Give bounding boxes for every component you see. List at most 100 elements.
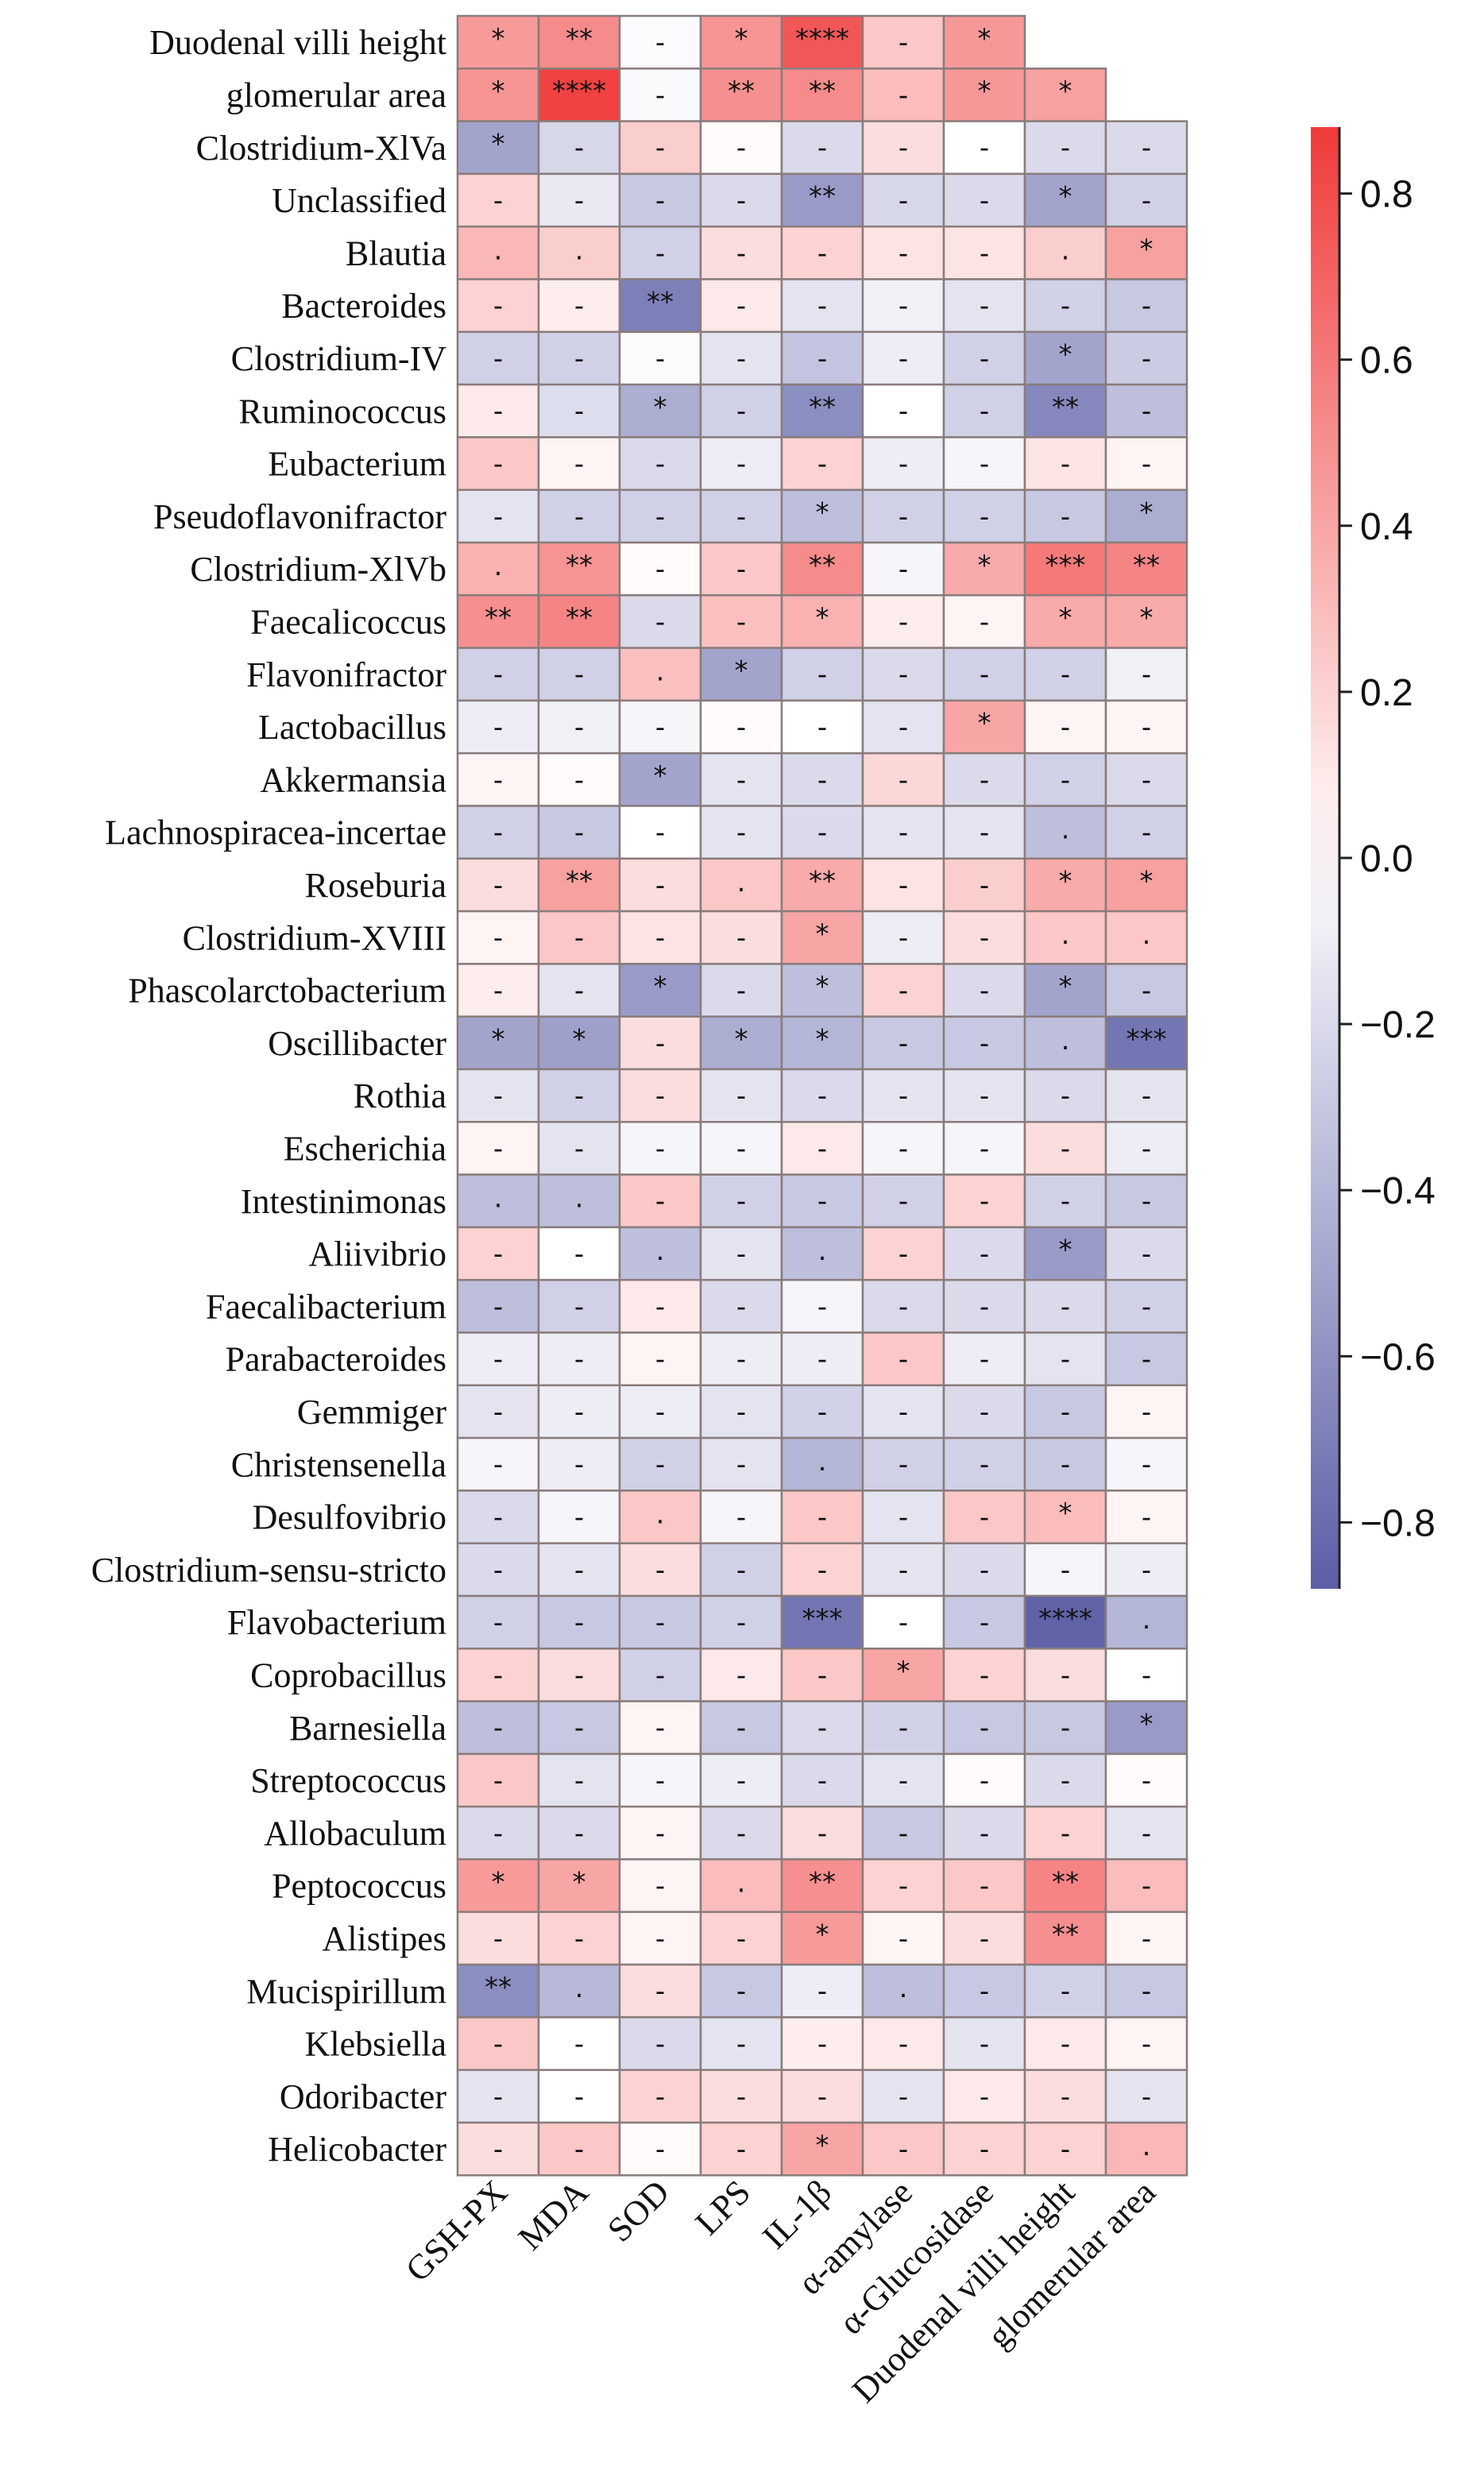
- row-label-glomerular-area: glomerular area: [226, 75, 446, 114]
- sig-mark-phascolarctobacterium-il-1: *: [816, 971, 829, 1003]
- heatmap-cell-lactobacillus-amylase: [861, 699, 945, 755]
- sig-mark-alistipes-mda: -: [574, 1923, 584, 1955]
- sig-mark-gemmiger-sod: -: [655, 1397, 665, 1428]
- heatmap-cell-helicobacter-il-1: [780, 2121, 864, 2177]
- colorbar-tick-label: 0.6: [1360, 340, 1413, 382]
- heatmap-cell-eubacterium-il-1: [780, 436, 864, 491]
- sig-mark-allobaculum-duodenal-villi-height: -: [1061, 1818, 1070, 1849]
- sig-mark-coprobacillus-lps: -: [736, 1660, 746, 1691]
- sig-mark-clostridium-xlva-il-1: -: [817, 133, 827, 164]
- sig-mark-gemmiger-gsh-px: -: [493, 1397, 503, 1428]
- heatmap-cell-flavobacterium-duodenal-villi-height: [1023, 1594, 1107, 1650]
- heatmap-cell-peptococcus-amylase: [861, 1858, 945, 1914]
- sig-mark-clostridium-xviii-glomerular-area: .: [1142, 919, 1151, 951]
- sig-mark-barnesiella-gsh-px: -: [493, 1713, 503, 1745]
- heatmap-cell-helicobacter-glucosidase: [942, 2121, 1026, 2177]
- sig-mark-clostridium-xlva-glomerular-area: -: [1142, 133, 1151, 164]
- sig-mark-barnesiella-mda: -: [574, 1713, 584, 1745]
- heatmap-cell-pseudoflavonifractor-gsh-px: [456, 489, 540, 544]
- sig-mark-odoribacter-glomerular-area: -: [1142, 2081, 1151, 2113]
- sig-mark-duodenal-villi-height-glucosidase: *: [978, 23, 991, 55]
- heatmap-cell-alistipes-mda: [537, 1911, 621, 1966]
- heatmap-cell-faecalicoccus-gsh-px: [456, 594, 540, 649]
- sig-mark-christensenella-gsh-px: -: [493, 1449, 503, 1481]
- sig-mark-clostridium-iv-amylase: -: [899, 343, 908, 375]
- heatmap-cell-faecalibacterium-duodenal-villi-height: [1023, 1278, 1107, 1334]
- heatmap-cell-ruminococcus-lps: [699, 383, 783, 439]
- heatmap-cell-pseudoflavonifractor-lps: [699, 489, 783, 544]
- heatmap-cell-gemmiger-il-1: [780, 1384, 864, 1439]
- sig-mark-glomerular-area-duodenal-villi-height: *: [1059, 75, 1072, 107]
- heatmap-cell-mucispirillum-amylase: [861, 1963, 945, 2019]
- sig-mark-helicobacter-lps: -: [736, 2134, 746, 2166]
- row-label-clostridium-xlva: Clostridium-XlVa: [196, 129, 446, 168]
- row-label-phascolarctobacterium: Phascolarctobacterium: [128, 972, 446, 1010]
- sig-mark-clostridium-sensu-stricto-duodenal-villi-height: -: [1061, 1555, 1070, 1586]
- sig-mark-unclassified-glucosidase: -: [980, 185, 989, 217]
- sig-mark-mucispirillum-il-1: -: [817, 1976, 827, 2007]
- sig-mark-clostridium-xlvb-glucosidase: *: [978, 550, 991, 582]
- heatmap-cell-gemmiger-lps: [699, 1384, 783, 1439]
- colorbar: 0.8 0.6 0.4 0.2 0.0 −0.2 −0.4 −0.6 −0.8: [1311, 127, 1436, 1589]
- sig-mark-christensenella-mda: -: [574, 1449, 584, 1481]
- heatmap-cell-clostridium-xlva-glucosidase: [942, 120, 1026, 176]
- heatmap-cell-lactobacillus-mda: [537, 699, 621, 755]
- heatmap-cell-bacteroides-il-1: [780, 278, 864, 334]
- sig-mark-faecalibacterium-sod: -: [655, 1291, 665, 1323]
- sig-mark-gemmiger-glucosidase: -: [980, 1397, 989, 1428]
- heatmap-cell-phascolarctobacterium-gsh-px: [456, 963, 540, 1018]
- heatmap-cell-allobaculum-il-1: [780, 1805, 864, 1860]
- sig-mark-clostridium-iv-glucosidase: -: [980, 343, 989, 375]
- sig-mark-phascolarctobacterium-amylase: -: [899, 975, 908, 1007]
- sig-mark-peptococcus-glucosidase: -: [980, 1871, 989, 1903]
- heatmap-cell-intestinimonas-mda: [537, 1173, 621, 1229]
- heatmap-cell-lactobacillus-duodenal-villi-height: [1023, 699, 1107, 755]
- heatmap-cell-clostridium-xlva-glomerular-area: [1104, 120, 1188, 176]
- heatmap-cell-peptococcus-sod: [618, 1858, 702, 1914]
- heatmap-cell-faecalicoccus-glucosidase: [942, 594, 1026, 649]
- sig-mark-parabacteroides-gsh-px: -: [493, 1344, 503, 1376]
- heatmap-cell-clostridium-sensu-stricto-il-1: [780, 1542, 864, 1598]
- sig-mark-clostridium-xviii-lps: -: [736, 922, 746, 954]
- heatmap-cell-aliivibrio-glucosidase: [942, 1226, 1026, 1281]
- heatmap-cell-helicobacter-glomerular-area: [1104, 2121, 1188, 2177]
- sig-mark-mucispirillum-duodenal-villi-height: -: [1061, 1976, 1070, 2007]
- sig-mark-unclassified-mda: -: [574, 185, 584, 217]
- sig-mark-faecalicoccus-lps: -: [736, 606, 746, 638]
- heatmap-cell-oscillibacter-il-1: [780, 1015, 864, 1071]
- sig-mark-lactobacillus-amylase: -: [899, 712, 908, 744]
- heatmap-cell-bacteroides-amylase: [861, 278, 945, 334]
- sig-mark-faecalicoccus-il-1: *: [816, 602, 829, 634]
- sig-mark-helicobacter-gsh-px: -: [493, 2134, 503, 2166]
- sig-mark-allobaculum-glomerular-area: -: [1142, 1818, 1151, 1849]
- heatmap-cell-alistipes-amylase: [861, 1911, 945, 1966]
- sig-mark-aliivibrio-mda: -: [574, 1238, 584, 1270]
- sig-mark-helicobacter-il-1: *: [816, 2130, 829, 2162]
- sig-mark-alistipes-glomerular-area: -: [1142, 1923, 1151, 1955]
- sig-mark-allobaculum-lps: -: [736, 1818, 746, 1849]
- heatmap-cell-odoribacter-amylase: [861, 2069, 945, 2124]
- heatmap-cell-christensenella-amylase: [861, 1436, 945, 1492]
- sig-mark-bacteroides-glomerular-area: -: [1142, 291, 1151, 323]
- sig-mark-glomerular-area-mda: ****: [552, 75, 606, 107]
- sig-mark-allobaculum-mda: -: [574, 1818, 584, 1849]
- sig-mark-ruminococcus-amylase: -: [899, 396, 908, 427]
- sig-mark-clostridium-xlvb-duodenal-villi-height: ***: [1045, 550, 1086, 582]
- sig-mark-klebsiella-il-1: -: [817, 2028, 827, 2060]
- heatmap-cell-helicobacter-amylase: [861, 2121, 945, 2177]
- sig-mark-glomerular-area-gsh-px: *: [492, 75, 505, 107]
- heatmap-cell-aliivibrio-glomerular-area: [1104, 1226, 1188, 1281]
- sig-mark-clostridium-xviii-amylase: -: [899, 922, 908, 954]
- heatmap-cell-roseburia-mda: [537, 857, 621, 913]
- heatmap-cell-barnesiella-sod: [618, 1700, 702, 1756]
- sig-mark-peptococcus-mda: *: [573, 1866, 586, 1898]
- sig-mark-lachnospiracea-incertae-il-1: -: [817, 817, 827, 849]
- sig-mark-lachnospiracea-incertae-amylase: -: [899, 817, 908, 849]
- sig-mark-lachnospiracea-incertae-sod: -: [655, 817, 665, 849]
- sig-mark-streptococcus-gsh-px: -: [493, 1765, 503, 1797]
- sig-mark-clostridium-xlva-mda: -: [574, 133, 584, 164]
- sig-mark-flavobacterium-amylase: -: [899, 1607, 908, 1639]
- sig-mark-peptococcus-amylase: -: [899, 1871, 908, 1903]
- heatmap-cell-peptococcus-mda: [537, 1858, 621, 1914]
